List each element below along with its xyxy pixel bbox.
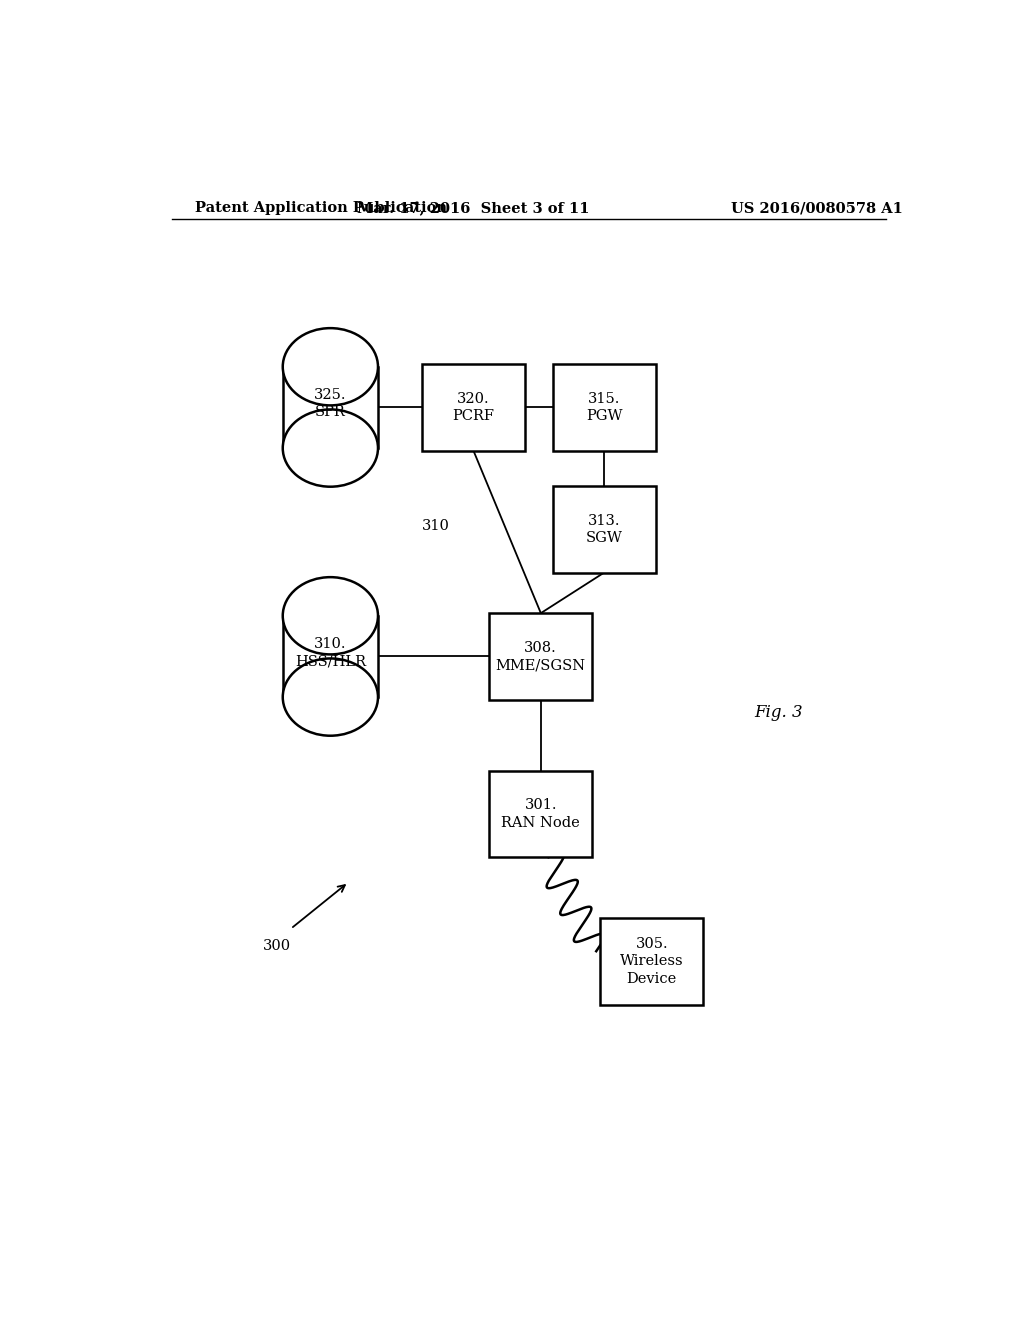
Text: Fig. 3: Fig. 3 [755, 704, 803, 721]
FancyBboxPatch shape [489, 771, 592, 857]
Ellipse shape [283, 409, 378, 487]
Text: 315.
PGW: 315. PGW [586, 392, 623, 424]
Text: 313.
SGW: 313. SGW [586, 513, 623, 545]
Text: Patent Application Publication: Patent Application Publication [196, 201, 447, 215]
Text: 320.
PCRF: 320. PCRF [453, 392, 495, 424]
Text: 310: 310 [422, 519, 450, 533]
Ellipse shape [283, 577, 378, 655]
Text: 301.
RAN Node: 301. RAN Node [502, 799, 580, 830]
Bar [283, 615, 378, 697]
Text: 310.
HSS/HLR: 310. HSS/HLR [295, 636, 366, 668]
FancyBboxPatch shape [600, 919, 703, 1005]
Bar [283, 367, 378, 447]
Text: Mar. 17, 2016  Sheet 3 of 11: Mar. 17, 2016 Sheet 3 of 11 [357, 201, 590, 215]
Ellipse shape [283, 329, 378, 405]
FancyBboxPatch shape [553, 486, 655, 573]
Text: 325.
SPR: 325. SPR [314, 388, 346, 418]
FancyBboxPatch shape [553, 364, 655, 450]
Text: 305.
Wireless
Device: 305. Wireless Device [620, 937, 684, 986]
Ellipse shape [283, 659, 378, 735]
FancyBboxPatch shape [489, 614, 592, 700]
Text: 308.
MME/SGSN: 308. MME/SGSN [496, 640, 586, 672]
Text: 300: 300 [263, 939, 291, 953]
Text: US 2016/0080578 A1: US 2016/0080578 A1 [731, 201, 903, 215]
FancyBboxPatch shape [422, 364, 524, 450]
